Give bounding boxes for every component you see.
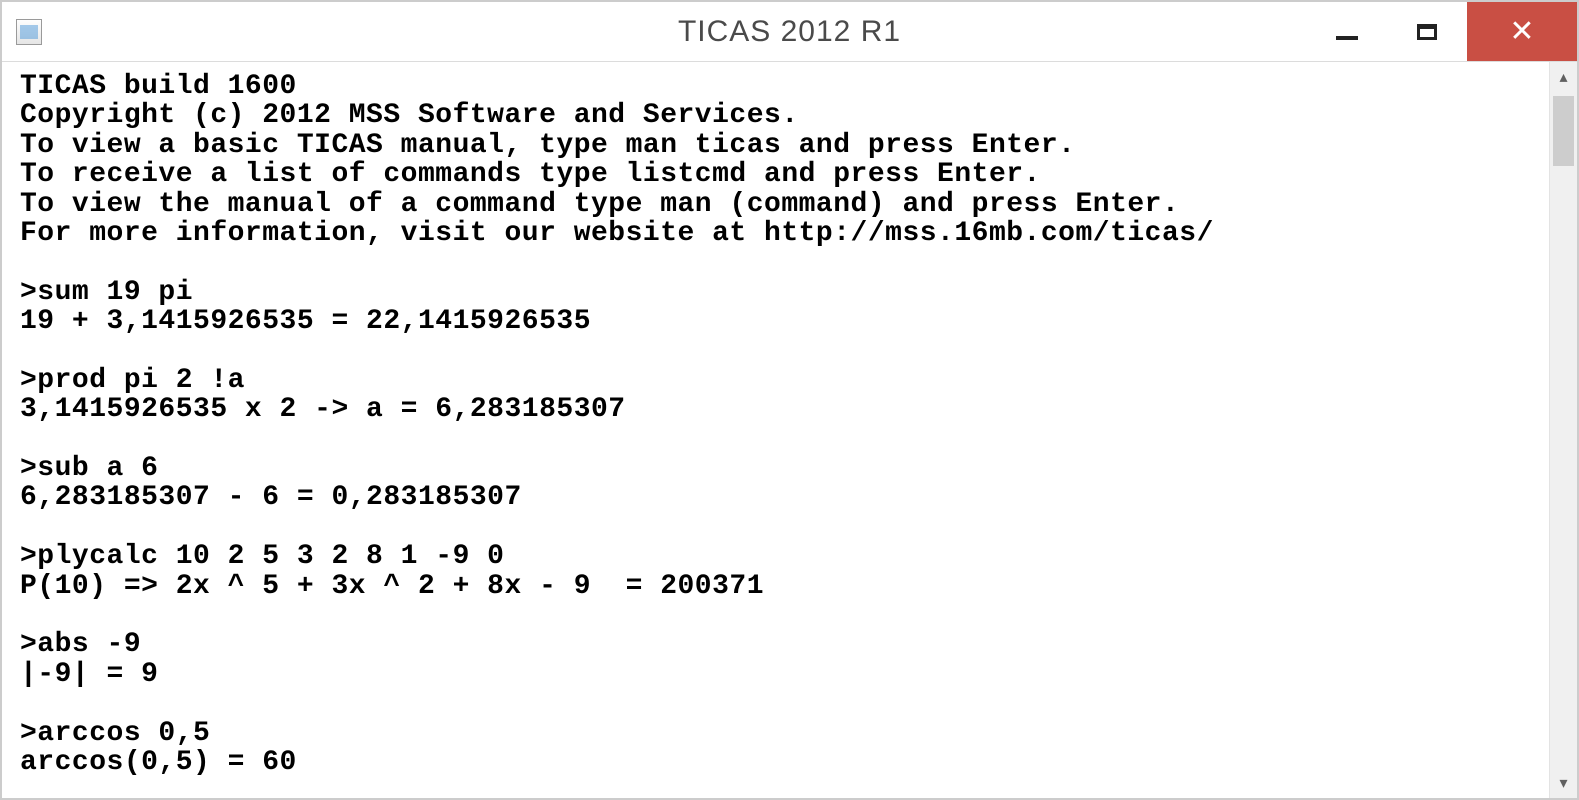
close-button[interactable]: ✕: [1467, 2, 1577, 61]
minimize-button[interactable]: [1307, 2, 1387, 61]
window-controls: ✕: [1307, 2, 1577, 61]
app-icon: [16, 19, 42, 45]
client-area: TICAS build 1600 Copyright (c) 2012 MSS …: [2, 62, 1577, 798]
console-output[interactable]: TICAS build 1600 Copyright (c) 2012 MSS …: [2, 62, 1549, 798]
maximize-button[interactable]: [1387, 2, 1467, 61]
title-bar[interactable]: TICAS 2012 R1 ✕: [2, 2, 1577, 62]
scroll-thumb[interactable]: [1553, 96, 1574, 166]
scroll-up-button[interactable]: ▴: [1550, 62, 1577, 92]
scroll-track[interactable]: [1550, 92, 1577, 768]
vertical-scrollbar[interactable]: ▴ ▾: [1549, 62, 1577, 798]
close-icon: ✕: [1509, 17, 1534, 47]
scroll-down-button[interactable]: ▾: [1550, 768, 1577, 798]
